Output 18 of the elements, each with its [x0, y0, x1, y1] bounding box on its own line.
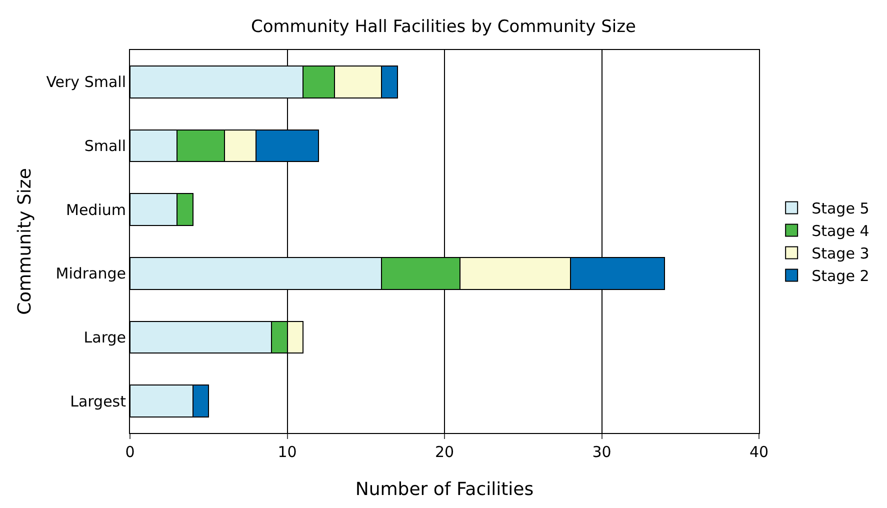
y-tick-label: Small	[84, 137, 126, 155]
y-tick-label: Midrange	[56, 264, 126, 283]
x-tick-label: 20	[434, 443, 454, 461]
legend-label: Stage 5	[812, 200, 870, 218]
legend-label: Stage 2	[812, 267, 870, 286]
y-tick-label: Largest	[70, 392, 126, 410]
y-axis-title: Community Size	[14, 168, 36, 315]
x-tick-label: 40	[749, 443, 769, 461]
x-tick-label: 10	[278, 443, 297, 461]
legend-label: Stage 4	[812, 222, 870, 240]
y-tick-label: Large	[84, 328, 126, 346]
legend-label: Stage 3	[812, 244, 870, 263]
chart-title: Community Hall Facilities by Community Size	[250, 17, 636, 38]
x-tick-label: 0	[125, 443, 135, 461]
x-tick-label: 30	[592, 443, 612, 461]
x-axis-title: Number of Facilities	[355, 479, 534, 500]
y-tick-label: Very Small	[46, 73, 126, 92]
y-tick-label: Medium	[66, 200, 126, 219]
